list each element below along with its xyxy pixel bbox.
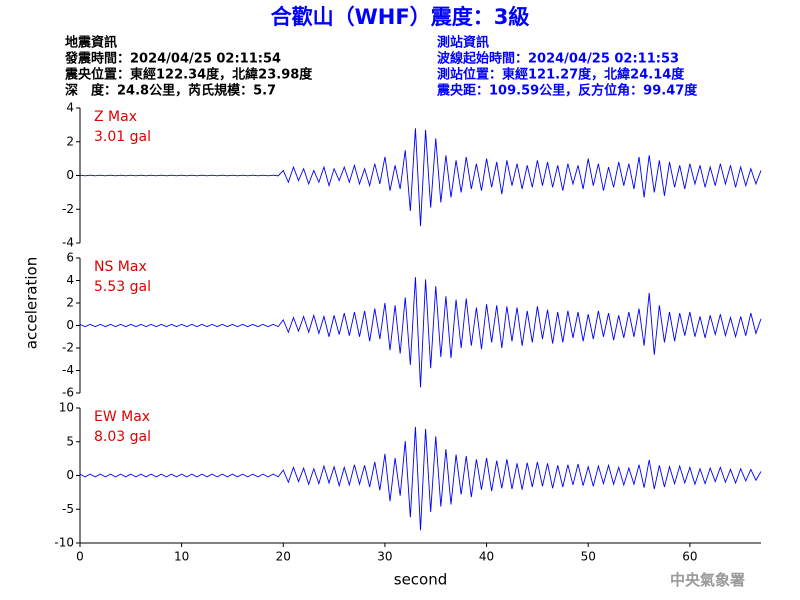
x-axis-label: second [394, 571, 448, 589]
y-tick-label: -2 [62, 341, 74, 355]
waveform [79, 277, 762, 388]
y-tick-label: 2 [66, 296, 74, 310]
y-tick-label: -5 [62, 502, 74, 516]
x-tick-label: 60 [682, 550, 697, 564]
info-left: 震央位置：東經122.34度，北緯23.98度 [64, 67, 313, 83]
watermark: 中央氣象署 [670, 571, 745, 589]
y-tick-label: -4 [62, 236, 74, 250]
info-right: 震央距：109.59公里，反方位角：99.47度 [436, 83, 698, 99]
waveform [79, 426, 762, 531]
info-left: 地震資訊 [65, 35, 117, 51]
info-right: 波線起始時間：2024/04/25 02:11:53 [437, 51, 679, 67]
annotation: 5.53 gal [94, 279, 151, 295]
annotation: Z Max [94, 109, 137, 125]
x-tick-label: 40 [479, 550, 494, 564]
y-tick-label: 5 [66, 434, 74, 448]
info-right: 測站資訊 [437, 35, 489, 51]
y-tick-label: 10 [59, 401, 74, 415]
y-tick-label: -10 [54, 536, 74, 550]
x-tick-label: 10 [174, 550, 189, 564]
info-right: 測站位置：東經121.27度，北緯24.14度 [437, 67, 685, 83]
y-tick-label: -4 [62, 363, 74, 377]
y-tick-label: -2 [62, 202, 74, 216]
y-axis-label: acceleration [23, 257, 41, 349]
waveform [79, 128, 762, 227]
chart-title: 合歡山（WHF）震度：3級 [271, 5, 530, 29]
annotation: 3.01 gal [94, 129, 151, 145]
info-left: 深 度：24.8公里，芮氏規模：5.7 [65, 83, 276, 99]
y-tick-label: 0 [66, 468, 74, 482]
y-tick-label: 2 [66, 134, 74, 148]
y-tick-label: 4 [66, 101, 74, 115]
y-tick-label: 0 [66, 168, 74, 182]
y-tick-label: 0 [66, 318, 74, 332]
x-tick-label: 0 [76, 550, 84, 564]
annotation: 8.03 gal [94, 429, 151, 445]
x-tick-label: 50 [581, 550, 596, 564]
y-tick-label: 4 [66, 273, 74, 287]
annotation: NS Max [94, 259, 147, 275]
y-tick-label: -6 [62, 386, 74, 400]
y-tick-label: 6 [66, 251, 74, 265]
x-tick-label: 30 [377, 550, 392, 564]
annotation: EW Max [94, 409, 150, 425]
info-left: 發震時間：2024/04/25 02:11:54 [64, 51, 281, 67]
x-tick-label: 20 [276, 550, 291, 564]
